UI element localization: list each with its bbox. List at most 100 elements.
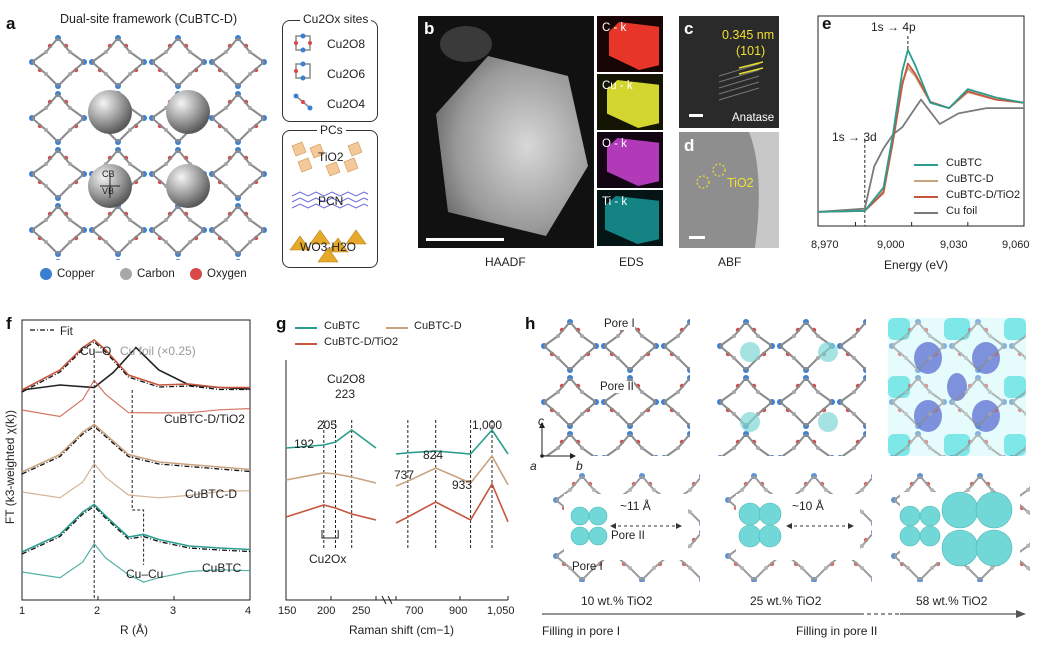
crystal-axes-icon (539, 422, 576, 459)
abf-tio2-label: TiO2 (727, 176, 754, 190)
raman-axis-break (381, 595, 393, 605)
g-legend-line-1 (386, 327, 408, 329)
e-legend-3: Cu foil (946, 205, 978, 217)
exafs-imag-1 (21, 379, 251, 418)
g-peak-933: 933 (452, 478, 473, 492)
abf-caption: ABF (718, 255, 742, 269)
exafs-chart (21, 319, 251, 601)
panel-label-f: f (6, 314, 12, 333)
f-xtick-1: 2 (94, 605, 101, 617)
eds-label-cu: Cu - k (602, 80, 633, 92)
e-legend-0: CuBTC (946, 157, 983, 169)
g-peak-824: 824 (423, 448, 444, 462)
eds-caption: EDS (619, 255, 644, 269)
e-legend-1: CuBTC-D (946, 173, 994, 185)
pc-wo3: WO3·H2O (300, 240, 357, 254)
panel-label-b: b (424, 19, 435, 38)
raman-series-2-part-1 (395, 482, 509, 524)
legend-carbon: Carbon (137, 268, 175, 280)
f-xtick-3: 4 (245, 605, 252, 617)
sites-title: Cu2Ox sites (300, 12, 372, 26)
f-series-1: CuBTC-D (185, 487, 238, 501)
g-legend-line-2 (295, 343, 317, 345)
e-xtick-3: 9,060 (1002, 239, 1030, 251)
haadf-caption: HAADF (485, 255, 526, 269)
annot-1s-3d: 1s → 3d (832, 130, 877, 144)
legend-line-cu-foil (914, 212, 938, 214)
g-xtick-0: 150 (278, 605, 297, 617)
pore-structure-25wt (716, 318, 866, 456)
h-pore2-label: Pore II (600, 381, 634, 393)
abf-image-d (679, 132, 779, 248)
raman-chart (285, 360, 509, 605)
legend-oxygen: Oxygen (207, 268, 247, 280)
legend-line-cubtc-d (914, 180, 938, 182)
f-xtick-0: 1 (19, 605, 26, 617)
scale-bar-b (426, 238, 504, 241)
eds-label-c: C - k (602, 22, 627, 34)
panel-label-d: d (684, 136, 695, 155)
g-peak-1000: 1,000 (472, 418, 503, 432)
f-xtick-2: 3 (170, 605, 177, 617)
photocatalyst-illustrations (289, 141, 369, 263)
exafs-imag-2 (21, 462, 251, 499)
exafs-fit-2 (21, 425, 251, 475)
g-peak-cu2o8: Cu2O8 (327, 372, 366, 386)
e-xtick-1: 9,000 (877, 239, 905, 251)
pcs-title: PCs (317, 123, 346, 137)
panel-label-c: c (684, 19, 694, 38)
raman-series-1-part-1 (395, 454, 509, 487)
e-xlabel: Energy (eV) (884, 258, 949, 272)
h-pore1-bottom: Pore I (572, 561, 603, 573)
h-loading-10: 10 wt.% TiO2 (581, 594, 653, 608)
eds-map-cu (597, 74, 663, 130)
legend-line-cubtc-d-tio2 (914, 196, 938, 198)
f-xlabel: R (Å) (120, 623, 148, 637)
carbon-legend-dot (120, 268, 132, 280)
hrtem-image-c (679, 16, 779, 128)
exafs-series-3 (21, 503, 251, 553)
xanes-axes-frame (817, 15, 1025, 227)
e-legend-2: CuBTC-D/TiO2 (946, 189, 1021, 201)
pore-filling-58wt (890, 472, 1030, 582)
f-cucu-label: Cu–Cu (126, 567, 164, 581)
xanes-series-3 (817, 98, 1024, 213)
eds-map-c (597, 16, 663, 72)
e-xtick-2: 9,030 (940, 239, 968, 251)
legend-copper: Copper (57, 268, 95, 280)
site-cu2o4: Cu2O4 (327, 97, 366, 111)
g-legend-line-0 (295, 327, 317, 329)
f-cuo-label: Cu–O (80, 344, 112, 358)
xanes-series-0 (817, 49, 1025, 213)
f-fit-label: Fit (60, 326, 73, 338)
site-cu2o6: Cu2O6 (327, 67, 366, 81)
vb-label: VB (102, 186, 115, 196)
annot-1s-4p: 1s → 4p (871, 20, 916, 34)
xanes-series-2 (817, 62, 1025, 213)
anatase-label: Anatase (732, 112, 775, 124)
pc-tio2: TiO2 (318, 150, 344, 164)
f-cufoil-label: Cu foil (×0.25) (120, 344, 196, 358)
g-xtick-1: 200 (317, 605, 336, 617)
h-distance-10: ~10 Å (792, 499, 824, 513)
oxygen-legend-dot (190, 268, 202, 280)
pc-pcn: PCN (318, 194, 344, 208)
g-legend-0: CuBTC (324, 320, 361, 332)
panel-label-a: a (6, 14, 16, 33)
exafs-imag-3 (21, 542, 251, 583)
panel-label-h: h (525, 314, 536, 333)
pore-filling-10wt (552, 472, 700, 582)
exafs-series-2 (21, 423, 251, 473)
h-filling-pore1: Filling in pore I (542, 624, 621, 638)
h-pore2-bottom: Pore II (611, 530, 645, 542)
xanes-chart (817, 15, 1025, 227)
copper-legend-dot (40, 268, 52, 280)
panel-a-title: Dual-site framework (CuBTC-D) (60, 12, 238, 26)
lattice-spacing: 0.345 nm (722, 28, 775, 42)
h-filling-pore2: Filling in pore II (796, 624, 878, 638)
exafs-axes-frame (21, 319, 251, 601)
axis-b-label: b (576, 459, 583, 473)
h-loading-58: 58 wt.% TiO2 (916, 594, 988, 608)
panel-label-g: g (276, 314, 287, 333)
mof-framework-illustration (28, 34, 268, 260)
